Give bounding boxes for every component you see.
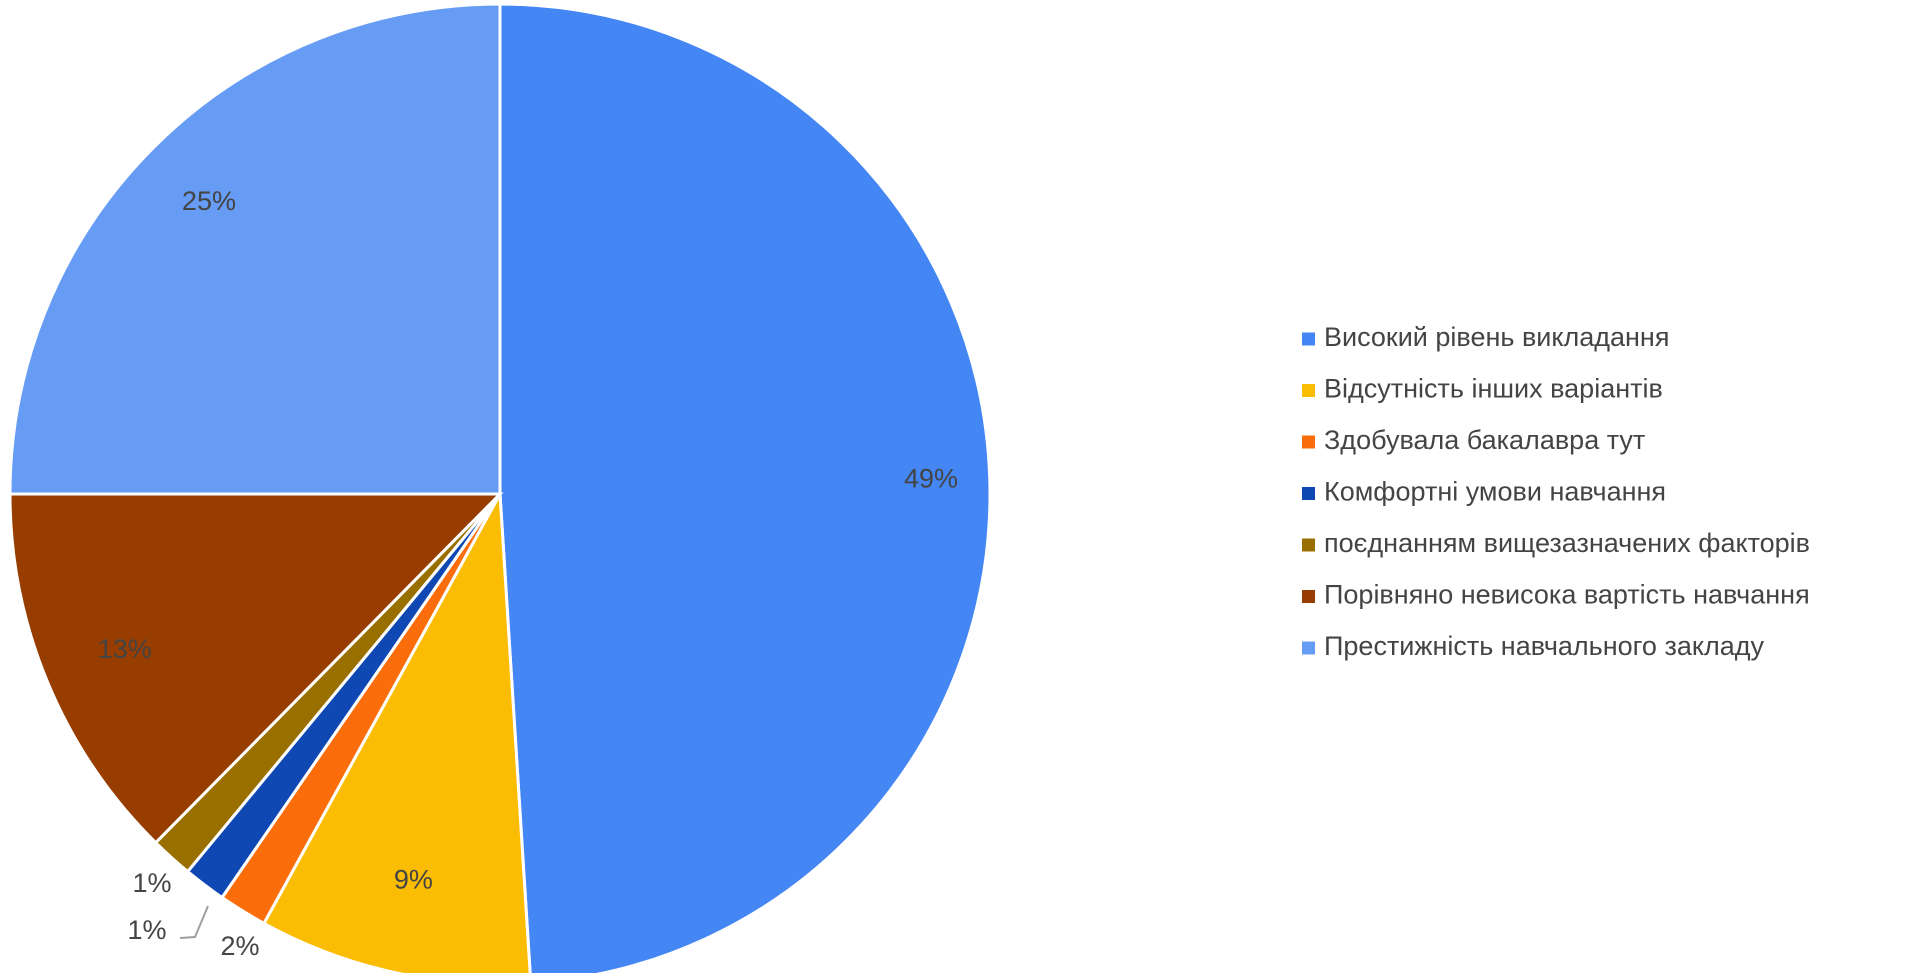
slice-data-label: 1% [132, 868, 171, 898]
slice-data-label: 9% [394, 864, 433, 894]
pie-slice [8, 2, 502, 496]
legend-swatch [1302, 384, 1315, 397]
pie-slice [8, 492, 504, 845]
legend-swatch [1302, 590, 1315, 603]
legend-item: Порівняно невисока вартість навчання [1302, 580, 1810, 610]
slice-data-label: 49% [904, 464, 958, 494]
legend-item: Комфортні умови навчання [1302, 477, 1666, 507]
legend-item: поєднанням вищезазначених факторів [1302, 528, 1810, 558]
legend-label: Порівняно невисока вартість навчання [1324, 580, 1810, 610]
slice-data-label: 25% [182, 186, 236, 216]
legend-label: Відсутність інших варіантів [1324, 374, 1663, 404]
chart-legend: Високий рівень викладання Відсутність інш… [1302, 322, 1810, 661]
legend-item: Здобувала бакалавра тут [1302, 425, 1645, 455]
label-leader-lines [179, 905, 209, 939]
legend-label: Високий рівень викладання [1324, 322, 1669, 352]
slice-data-label: 13% [98, 634, 152, 664]
label-leader-line [179, 905, 209, 939]
slice-data-label: 2% [220, 931, 259, 961]
legend-swatch [1302, 641, 1315, 655]
legend-swatch [1302, 435, 1315, 449]
pie-slices [8, 2, 992, 973]
legend-swatch [1302, 487, 1315, 500]
legend-swatch [1302, 332, 1315, 346]
pie-data-labels: 49% 9% 2% 1% 1% 13% 25% [98, 186, 958, 961]
slice-data-label: 1% [127, 915, 166, 945]
legend-label: Престижність навчального закладу [1324, 631, 1764, 661]
legend-item: Престижність навчального закладу [1302, 631, 1764, 661]
legend-label: Здобувала бакалавра тут [1324, 425, 1645, 455]
legend-label: поєднанням вищезазначених факторів [1324, 528, 1810, 558]
legend-swatch [1302, 538, 1315, 552]
legend-item: Відсутність інших варіантів [1302, 374, 1663, 404]
pie-slice [498, 2, 992, 973]
legend-label: Комфортні умови навчання [1324, 477, 1666, 507]
pie-slice [261, 488, 532, 973]
legend-item: Високий рівень викладання [1302, 322, 1669, 352]
